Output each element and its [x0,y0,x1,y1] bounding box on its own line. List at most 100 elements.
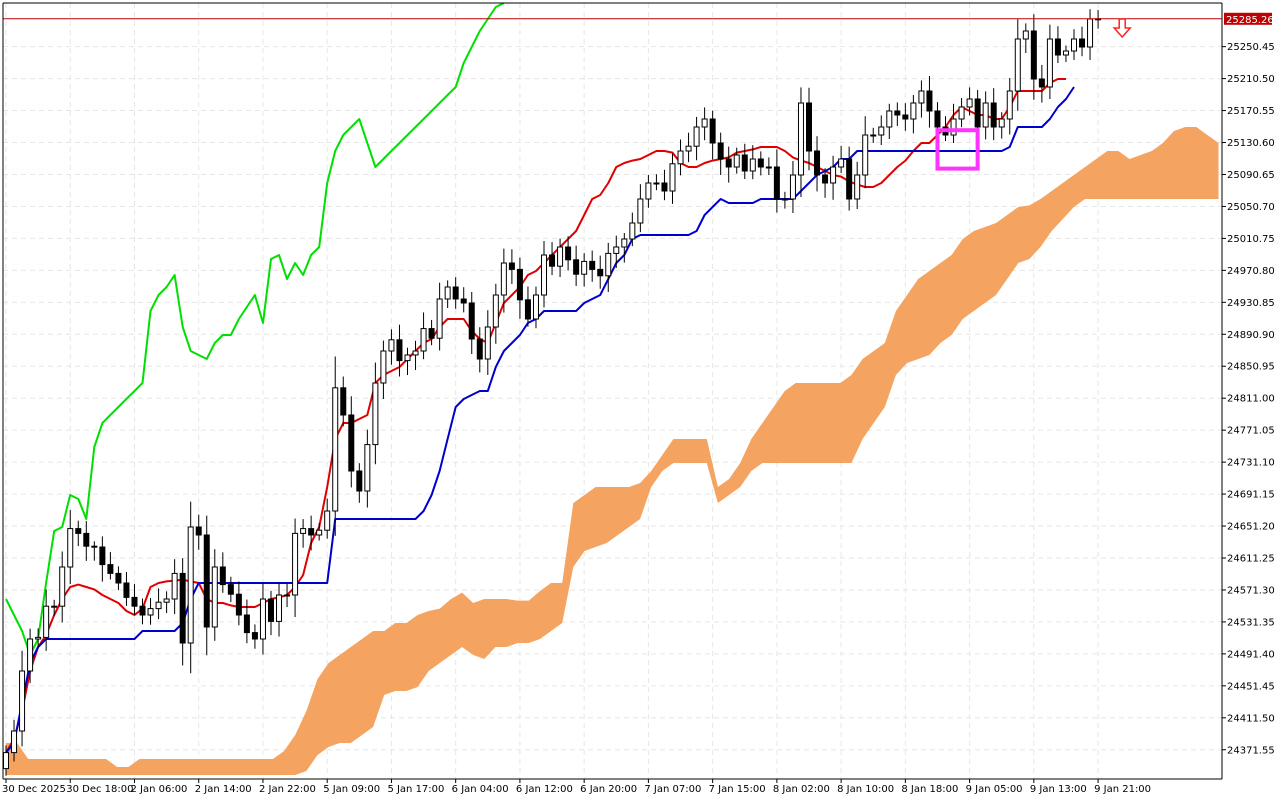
candle[interactable] [1038,65,1045,103]
candle[interactable] [147,598,154,625]
candle[interactable] [348,396,355,488]
candle[interactable] [838,145,845,173]
candlesticks[interactable] [3,9,1102,776]
candle[interactable] [412,340,419,370]
candle[interactable] [516,257,523,319]
candle[interactable] [894,102,901,126]
candle[interactable] [998,112,1005,139]
candle[interactable] [1006,78,1013,135]
candle[interactable] [492,283,499,344]
candle[interactable] [806,87,812,171]
candle[interactable] [332,356,339,536]
candle[interactable] [846,146,853,211]
candle[interactable] [91,541,98,561]
candle[interactable] [476,327,483,373]
candle[interactable] [1079,26,1086,57]
candle[interactable] [910,95,917,134]
candle[interactable] [27,628,34,683]
candle[interactable] [219,552,226,593]
candle[interactable] [428,319,435,346]
candle[interactable] [733,147,740,174]
candle[interactable] [1062,45,1069,62]
candle[interactable] [324,498,331,539]
candle[interactable] [83,521,90,561]
candle[interactable] [854,161,861,209]
candle[interactable] [814,136,821,192]
candle[interactable] [661,169,668,201]
candle[interactable] [773,149,780,213]
candle[interactable] [404,347,411,376]
candle[interactable] [789,161,796,213]
candle[interactable] [549,242,556,276]
candle[interactable] [637,184,644,233]
candle[interactable] [565,236,572,271]
candle[interactable] [259,582,266,655]
candle[interactable] [1046,24,1053,99]
candle[interactable] [292,518,299,618]
candle[interactable] [99,536,106,582]
candle[interactable] [308,515,315,551]
candle[interactable] [364,429,371,508]
candle[interactable] [356,463,363,503]
candle[interactable] [43,589,50,651]
candle[interactable] [67,510,74,584]
candle[interactable] [629,212,636,247]
candle[interactable] [862,116,869,189]
candle[interactable] [107,552,114,580]
candle[interactable] [781,191,788,209]
candle[interactable] [179,558,186,666]
candle[interactable] [990,88,997,141]
candle[interactable] [19,650,26,747]
candle[interactable] [701,107,708,141]
candle[interactable] [131,584,138,615]
candle[interactable] [717,132,724,175]
candle[interactable] [958,98,965,128]
candle[interactable] [284,583,291,607]
candle[interactable] [436,282,443,351]
candle[interactable] [115,566,122,591]
candle[interactable] [1022,23,1029,53]
candle[interactable] [541,241,548,308]
candle[interactable] [1030,14,1037,100]
candle[interactable] [452,277,459,309]
candle[interactable] [484,310,491,375]
candle[interactable] [797,87,804,197]
candle[interactable] [902,103,909,131]
candle[interactable] [460,287,467,313]
candle[interactable] [950,103,957,143]
candle[interactable] [524,286,531,327]
candle[interactable] [926,76,933,128]
candle[interactable] [267,590,274,636]
candle[interactable] [589,250,596,282]
candle[interactable] [211,549,218,641]
candle[interactable] [966,87,973,116]
candle[interactable] [300,519,307,548]
candle[interactable] [396,324,403,377]
candle[interactable] [1070,29,1077,60]
candle[interactable] [1054,26,1061,63]
candle[interactable] [251,624,258,649]
candle[interactable] [1014,19,1021,111]
candle[interactable] [886,103,893,139]
candle[interactable] [918,80,925,118]
candle[interactable] [51,599,58,616]
candle[interactable] [123,572,130,606]
candle[interactable] [316,523,323,541]
candle[interactable] [749,145,756,180]
candle[interactable] [227,576,234,603]
candle[interactable] [878,115,885,145]
candle[interactable] [235,581,242,626]
candle[interactable] [444,280,451,308]
candle[interactable] [870,127,877,143]
candle[interactable] [500,248,507,313]
candle[interactable] [59,551,66,623]
candle[interactable] [830,155,837,200]
candle[interactable] [693,116,700,161]
candle[interactable] [203,515,210,656]
candle[interactable] [677,139,684,176]
candle[interactable] [468,292,475,354]
candle[interactable] [11,719,18,762]
candle[interactable] [372,362,379,465]
